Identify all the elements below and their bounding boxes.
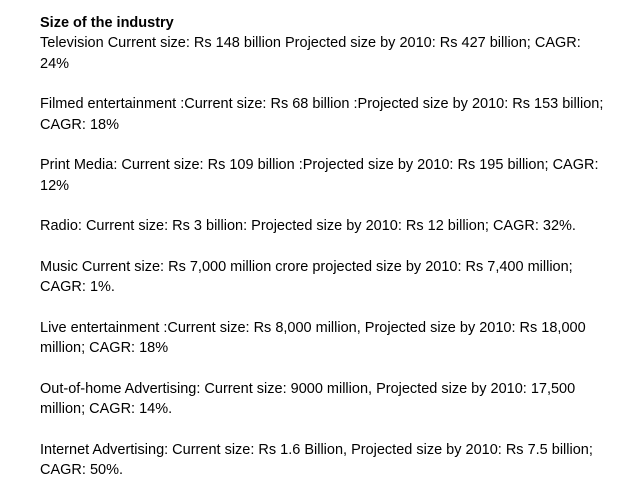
paragraph-television: Television Current size: Rs 148 billion …	[40, 35, 581, 72]
paragraph-radio: Radio: Current size: Rs 3 billion: Proje…	[40, 218, 576, 234]
paragraph-out-of-home-advertising: Out-of-home Advertising: Current size: 9…	[40, 380, 576, 418]
paragraph-internet-advertising: Internet Advertising: Current size: Rs 1…	[40, 441, 593, 479]
paragraph-filmed-entertainment: Filmed entertainment :Current size: Rs 6…	[40, 96, 604, 133]
slide-content: Size of the industry Television Current …	[40, 13, 605, 501]
paragraph-music: Music Current size: Rs 7,000 million cro…	[40, 258, 573, 296]
paragraph-print-media: Print Media: Current size: Rs 109 billio…	[40, 157, 599, 194]
paragraph-live-entertainment: Live entertainment :Current size: Rs 8,0…	[40, 319, 586, 357]
slide-heading: Size of the industry	[40, 15, 174, 31]
